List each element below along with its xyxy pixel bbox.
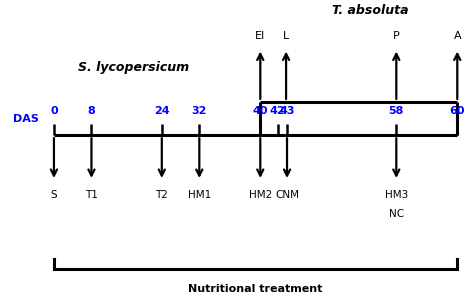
Text: S. lycopersicum: S. lycopersicum <box>78 61 189 74</box>
Text: HM1: HM1 <box>188 190 211 200</box>
Text: HM3: HM3 <box>385 190 408 200</box>
Text: S: S <box>51 190 57 200</box>
Text: HM2: HM2 <box>249 190 272 200</box>
Text: 40: 40 <box>252 106 268 116</box>
Text: 8: 8 <box>88 106 95 116</box>
Text: 0: 0 <box>50 106 58 116</box>
Text: DAS: DAS <box>13 114 39 123</box>
Text: T. absoluta: T. absoluta <box>332 4 409 17</box>
Text: 43: 43 <box>279 106 295 116</box>
Text: NC: NC <box>389 209 404 219</box>
Text: L: L <box>283 31 289 41</box>
Text: P: P <box>393 31 400 41</box>
Text: T2: T2 <box>155 190 168 200</box>
Text: 32: 32 <box>192 106 207 116</box>
Text: 60: 60 <box>449 106 465 116</box>
Text: EI: EI <box>255 31 265 41</box>
Text: Nutritional treatment: Nutritional treatment <box>189 284 323 294</box>
Text: A: A <box>454 31 461 41</box>
Text: 58: 58 <box>389 106 404 116</box>
Text: 42: 42 <box>270 106 286 116</box>
Text: T1: T1 <box>85 190 98 200</box>
Text: CNM: CNM <box>275 190 299 200</box>
Text: 24: 24 <box>154 106 170 116</box>
